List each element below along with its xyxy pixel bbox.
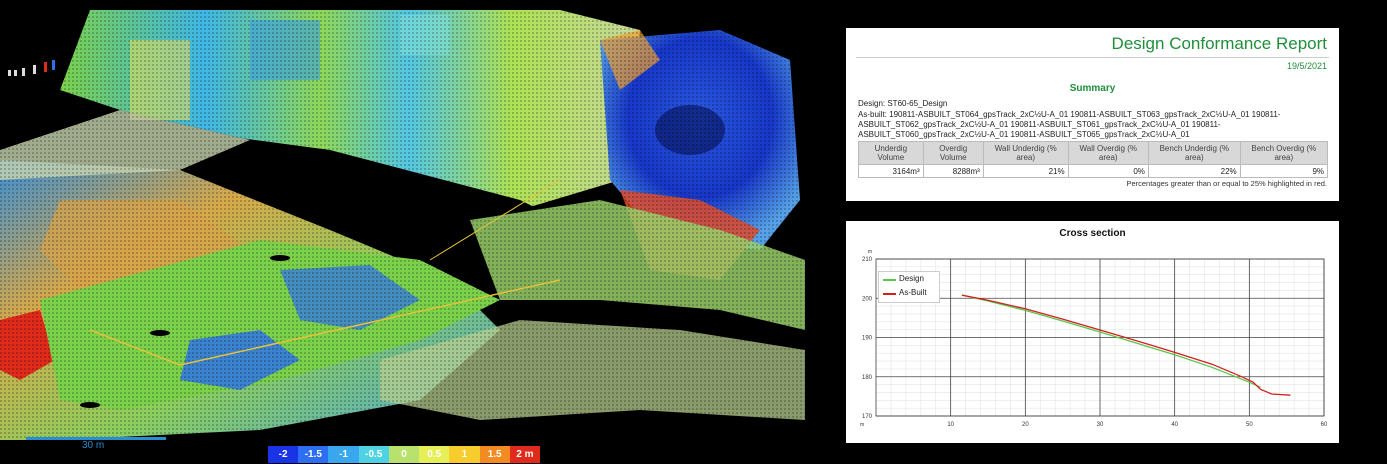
y-tick-label: 200 xyxy=(862,296,873,302)
x-tick-label: 10 xyxy=(947,422,954,428)
x-tick-label: 60 xyxy=(1321,422,1328,428)
column-header: Overdig Volume xyxy=(922,141,984,165)
legend-as-built: As-Built xyxy=(879,286,939,300)
legend-step: -2 xyxy=(268,446,299,463)
plot-frame xyxy=(875,258,1325,417)
column-header: Bench Overdig (% area) xyxy=(1239,141,1329,165)
table-header-row: Underdig Volume Overdig Volume Wall Underd… xyxy=(858,141,1329,165)
as-built-list: As-built: 190811-ASBUILT_ST064_gpsTrack_… xyxy=(858,110,1281,139)
report-date: 19/5/2021 xyxy=(1286,61,1327,71)
table-cell: 0% xyxy=(1067,164,1149,178)
legend-as-built-label: As-Built xyxy=(899,288,927,297)
highlight-note: Percentages greater than or equal to 25%… xyxy=(1126,179,1327,188)
point-cloud-viewport[interactable] xyxy=(0,0,805,464)
scale-bar-label: 30 m xyxy=(82,440,105,451)
design-swatch xyxy=(883,279,896,281)
title-divider xyxy=(856,57,1329,58)
x-tick-label: 40 xyxy=(1171,422,1178,428)
legend-step: -1 xyxy=(328,446,359,463)
y-tick-label: 170 xyxy=(862,414,873,420)
elevation-color-legend: -2 -1.5 -1 -0.5 0 0.5 1 1.5 2 m xyxy=(268,446,540,463)
report-title: Design Conformance Report xyxy=(1111,34,1327,53)
y-tick-label: 210 xyxy=(862,257,873,263)
scale-bar: 30 m xyxy=(26,437,166,451)
chart-title: Cross section xyxy=(1059,228,1126,239)
design-name: Design: ST60-65_Design xyxy=(858,99,948,108)
point-cloud-render xyxy=(0,0,805,464)
legend-design: Design xyxy=(879,272,939,286)
legend-design-label: Design xyxy=(899,274,924,283)
cross-section-panel: 10 20 30 40 50 60 170 180 190 200 210 m m Cross sect… xyxy=(846,221,1339,443)
x-axis-unit: m xyxy=(860,422,864,428)
legend-step: -1.5 xyxy=(298,446,329,463)
table-cell: 3164m³ xyxy=(858,164,924,178)
legend-step: 0 xyxy=(388,446,420,463)
column-header: Wall Overdig (% area) xyxy=(1067,141,1149,165)
y-axis-unit: m xyxy=(868,249,872,255)
legend-step: 0.5 xyxy=(419,446,450,463)
table-cell: 22% xyxy=(1147,164,1241,178)
legend-step: -0.5 xyxy=(358,446,389,463)
series-line-as-built xyxy=(961,294,1291,396)
chart-legend: Design As-Built xyxy=(878,271,940,303)
as-built-swatch xyxy=(883,293,896,295)
y-tick-label: 190 xyxy=(862,336,873,342)
table-row: 3164m³ 8288m³ 21% 0% 22% 9% xyxy=(858,164,1329,178)
cross-section-chart: 10 20 30 40 50 60 170 180 190 200 210 m m xyxy=(860,249,1328,428)
legend-step: 1 xyxy=(449,446,480,463)
table-cell: 21% xyxy=(982,164,1069,178)
legend-step: 1.5 xyxy=(479,446,510,463)
y-tick-label: 180 xyxy=(862,375,873,381)
design-conformance-report: Design Conformance Report 19/5/2021 Summ… xyxy=(846,28,1339,201)
x-tick-label: 30 xyxy=(1097,422,1104,428)
table-cell: 9% xyxy=(1239,164,1329,178)
summary-heading: Summary xyxy=(1069,83,1116,94)
series-line-design xyxy=(961,294,1261,388)
column-header: Wall Underdig (% area) xyxy=(982,141,1069,165)
column-header: Underdig Volume xyxy=(858,141,924,165)
column-header: Bench Underdig (% area) xyxy=(1147,141,1241,165)
x-tick-label: 50 xyxy=(1246,422,1253,428)
x-tick-label: 20 xyxy=(1022,422,1029,428)
legend-step: 2 m xyxy=(509,446,540,463)
conformance-table: Underdig Volume Overdig Volume Wall Underd… xyxy=(858,141,1329,178)
table-cell: 8288m³ xyxy=(922,164,984,178)
